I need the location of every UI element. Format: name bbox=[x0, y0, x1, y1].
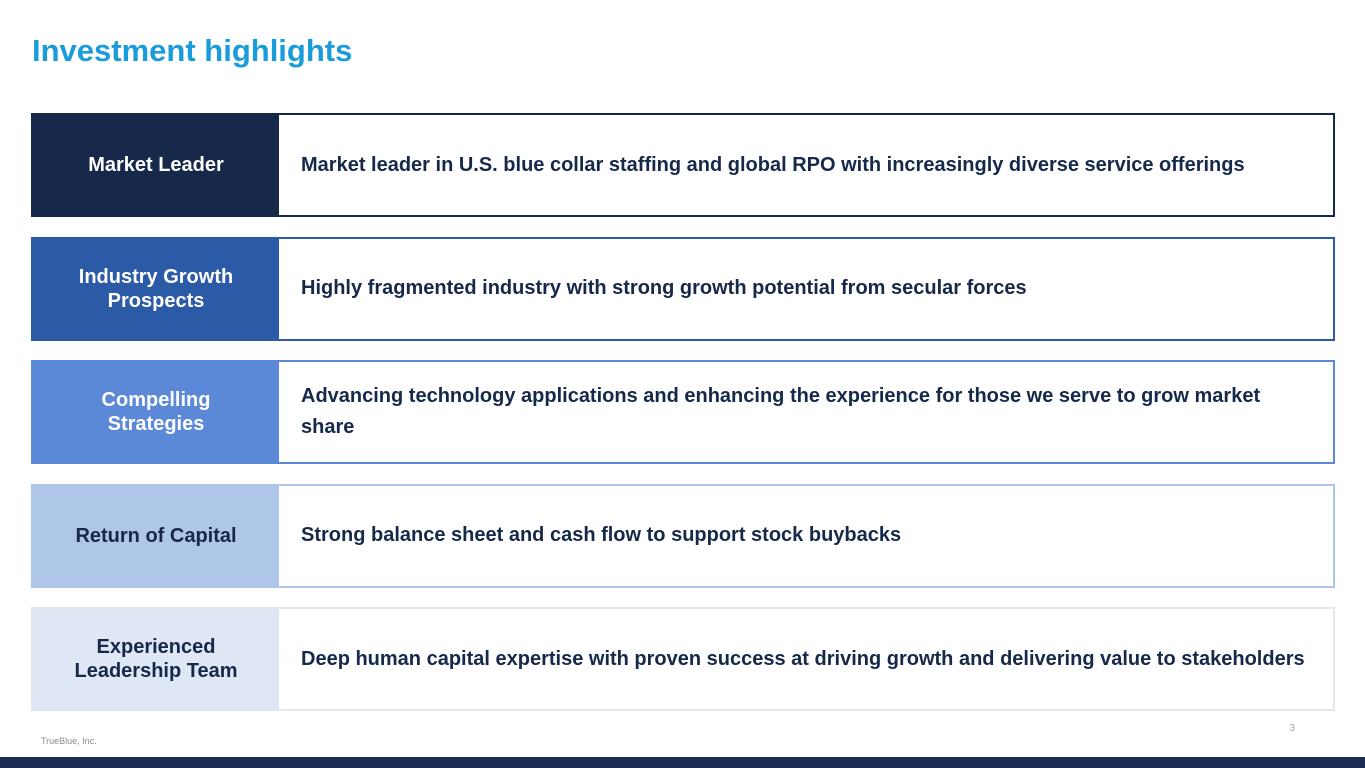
row-label: Return of Capital bbox=[33, 485, 279, 586]
highlight-row: Compelling Strategies Advancing technolog… bbox=[31, 360, 1335, 464]
row-label: Experienced Leadership Team bbox=[33, 609, 279, 709]
highlight-row: Industry Growth Prospects Highly fragment… bbox=[31, 236, 1335, 341]
highlight-row: Market Leader Market leader in U.S. blue … bbox=[31, 113, 1335, 217]
row-label: Industry Growth Prospects bbox=[33, 238, 279, 339]
bottom-bar bbox=[0, 757, 1365, 768]
row-description: Deep human capital expertise with proven… bbox=[301, 647, 1305, 670]
row-label: Compelling Strategies bbox=[33, 362, 279, 462]
row-description: Advancing technology applications and en… bbox=[301, 385, 1261, 438]
highlight-rows: Market Leader Market leader in U.S. blue … bbox=[31, 113, 1335, 731]
page-title: Investment highlights bbox=[32, 33, 353, 68]
footer-company: TrueBlue, Inc. bbox=[41, 736, 97, 746]
row-description: Strong balance sheet and cash flow to su… bbox=[301, 524, 902, 546]
row-description: Highly fragmented industry with strong g… bbox=[301, 277, 1027, 299]
row-label: Market Leader bbox=[33, 115, 279, 215]
row-description: Market leader in U.S. blue collar staffi… bbox=[301, 153, 1245, 176]
highlight-row: Return of Capital Strong balance sheet an… bbox=[31, 483, 1335, 588]
page-number: 3 bbox=[1289, 723, 1295, 734]
highlight-row: Experienced Leadership Team Deep human ca… bbox=[31, 607, 1335, 711]
